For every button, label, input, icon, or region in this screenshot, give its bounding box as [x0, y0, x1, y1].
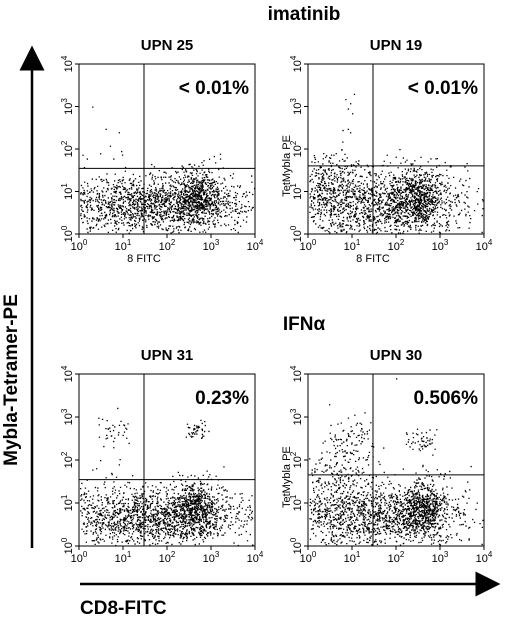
y-tick-label: 101: [289, 183, 304, 200]
y-tick-label: 104: [289, 365, 304, 382]
events-layer: [80, 407, 254, 547]
y-tick-label: 101: [60, 183, 75, 200]
events-layer: [309, 93, 484, 235]
y-tick-label: 100: [289, 537, 304, 554]
x-tick-label: 104: [476, 550, 493, 565]
panel-title: UPN 19: [370, 37, 423, 54]
events-layer: [309, 378, 484, 546]
y-tick-label: 103: [289, 98, 304, 115]
panels-container: UPN 25< 0.01%100100101101102102103103104…: [60, 37, 493, 565]
y-tick-label: 103: [60, 408, 75, 425]
y-tick-label: 102: [60, 451, 75, 468]
panel-title: UPN 31: [141, 347, 194, 364]
y-tick-label: 104: [60, 365, 75, 382]
y-axis-label: Mybla-Tetramer-PE: [1, 294, 22, 466]
x-tick-label: 101: [344, 550, 361, 565]
x-tick-label: 104: [247, 550, 264, 565]
panel-title: UPN 25: [141, 37, 194, 54]
x-tick-label: 101: [344, 238, 361, 253]
y-tick-label: 103: [60, 98, 75, 115]
inner-y-label: TetMybla PE: [281, 446, 293, 508]
y-tick-label: 103: [289, 408, 304, 425]
event-dots: [80, 106, 256, 234]
x-axis-label: CD8-FITC: [80, 598, 167, 619]
events-layer: [80, 106, 256, 234]
event-dots: [309, 378, 484, 546]
x-tick-label: 101: [115, 550, 132, 565]
event-dots: [309, 93, 484, 235]
x-tick-label: 103: [432, 238, 449, 253]
event-dots: [80, 407, 254, 547]
y-tick-label: 102: [289, 140, 304, 157]
y-tick-label: 100: [289, 225, 304, 242]
x-tick-label: 102: [159, 238, 176, 253]
y-tick-label: 101: [289, 494, 304, 511]
x-tick-label: 102: [388, 550, 405, 565]
x-tick-label: 100: [71, 238, 88, 253]
x-tick-label: 103: [203, 238, 220, 253]
quadrant-percentage: < 0.01%: [179, 78, 249, 99]
quadrant-percentage: < 0.01%: [408, 78, 478, 99]
inner-y-label: TetMybla PE: [281, 135, 293, 197]
x-tick-label: 103: [203, 550, 220, 565]
x-tick-label: 100: [300, 238, 317, 253]
quadrant-percentage: 0.506%: [414, 388, 479, 409]
inner-x-label: 8 FITC: [127, 253, 161, 265]
inner-x-label: 8 FITC: [356, 253, 390, 265]
y-tick-label: 104: [60, 55, 75, 72]
x-tick-label: 101: [115, 238, 132, 253]
x-tick-label: 100: [300, 550, 317, 565]
y-tick-label: 100: [60, 537, 75, 554]
x-tick-label: 102: [159, 550, 176, 565]
x-tick-label: 103: [432, 550, 449, 565]
y-tick-label: 104: [289, 55, 304, 72]
y-tick-label: 102: [289, 451, 304, 468]
group-label-ifna: IFNα: [283, 314, 326, 335]
y-tick-label: 100: [60, 225, 75, 242]
y-tick-label: 101: [60, 494, 75, 511]
x-tick-label: 104: [247, 238, 264, 253]
group-label-imatinib: imatinib: [268, 4, 341, 25]
quadrant-percentage: 0.23%: [195, 388, 249, 409]
x-tick-label: 102: [388, 238, 405, 253]
panel-title: UPN 30: [370, 347, 423, 364]
x-tick-label: 104: [476, 238, 493, 253]
y-tick-label: 102: [60, 140, 75, 157]
x-tick-label: 100: [71, 550, 88, 565]
